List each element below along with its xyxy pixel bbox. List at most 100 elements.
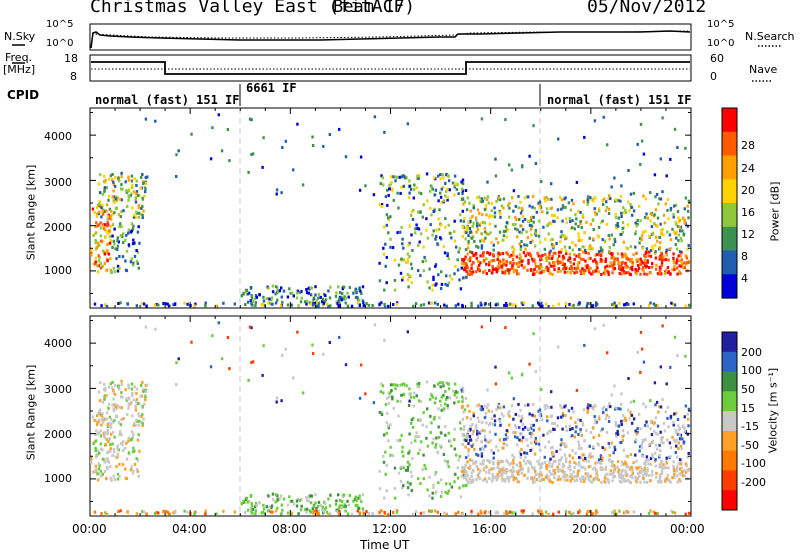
data-cell	[468, 227, 472, 230]
data-cell	[352, 499, 355, 503]
data-cell	[625, 302, 628, 305]
data-cell	[101, 416, 105, 420]
data-cell	[557, 469, 560, 473]
data-cell	[465, 483, 468, 487]
data-cell	[388, 395, 391, 399]
data-cell	[617, 260, 621, 264]
data-cell	[629, 400, 633, 404]
data-cell	[546, 207, 549, 211]
data-cell	[442, 245, 446, 248]
data-cell	[625, 471, 628, 475]
data-cell	[512, 458, 515, 462]
data-cell	[619, 407, 622, 411]
data-cell	[498, 252, 501, 256]
data-cell	[112, 201, 116, 205]
data-cell	[534, 265, 538, 269]
data-cell	[642, 477, 645, 480]
data-cell	[454, 183, 457, 187]
data-cell	[137, 412, 140, 416]
data-cell	[447, 281, 450, 285]
data-cell	[534, 469, 537, 473]
data-cell	[665, 458, 668, 462]
data-cell	[410, 470, 413, 474]
data-cell	[127, 231, 130, 235]
data-cell	[628, 417, 631, 421]
data-cell	[402, 454, 405, 458]
data-cell	[661, 116, 664, 120]
data-cell	[501, 477, 504, 481]
data-cell	[472, 204, 475, 207]
data-cell	[114, 415, 118, 419]
data-cell	[317, 304, 320, 308]
data-cell	[514, 223, 517, 226]
data-cell	[95, 439, 98, 443]
data-cell	[481, 199, 485, 203]
data-cell	[109, 239, 112, 243]
data-cell	[641, 474, 645, 477]
data-cell	[638, 241, 641, 245]
data-cell	[444, 282, 447, 286]
data-cell	[642, 402, 645, 406]
data-cell	[425, 217, 428, 221]
data-cell	[309, 293, 313, 297]
data-cell	[684, 146, 687, 150]
data-cell	[686, 224, 689, 228]
data-cell	[556, 216, 559, 220]
data-cell	[490, 271, 494, 275]
data-cell	[154, 119, 157, 123]
data-cell	[529, 268, 533, 272]
data-cell	[599, 246, 603, 250]
data-cell	[103, 262, 107, 265]
data-cell	[107, 177, 111, 181]
data-cell	[602, 203, 605, 207]
data-cell	[99, 429, 102, 433]
data-cell	[284, 139, 287, 143]
data-cell	[609, 459, 612, 463]
data-cell	[596, 442, 599, 446]
data-cell	[597, 225, 601, 229]
data-cell	[454, 512, 457, 516]
data-cell	[599, 221, 603, 225]
data-cell	[533, 466, 536, 470]
data-cell	[538, 202, 542, 206]
data-cell	[135, 512, 139, 516]
data-cell	[671, 302, 675, 306]
data-cell	[453, 393, 456, 397]
data-cell	[261, 302, 264, 306]
data-cell	[98, 256, 101, 260]
data-cell	[430, 393, 433, 397]
data-cell	[246, 508, 250, 512]
data-cell	[315, 304, 319, 308]
data-cell	[110, 417, 113, 421]
data-cell	[466, 474, 469, 478]
data-cell	[509, 261, 512, 265]
data-cell	[505, 443, 508, 447]
data-cell	[594, 304, 598, 307]
data-cell	[527, 219, 530, 223]
data-cell	[622, 448, 625, 452]
data-cell	[470, 251, 474, 255]
data-cell	[561, 465, 564, 469]
data-cell	[548, 221, 551, 225]
data-cell	[653, 243, 657, 247]
data-cell	[141, 424, 144, 428]
data-cell	[91, 415, 95, 419]
nave-tick-bottom: 0	[710, 70, 717, 83]
data-cell	[599, 429, 603, 433]
data-cell	[393, 486, 397, 490]
data-cell	[106, 217, 109, 220]
data-cell	[430, 185, 433, 189]
data-cell	[103, 388, 107, 392]
data-cell	[120, 391, 123, 395]
data-cell	[413, 183, 416, 187]
data-cell	[511, 453, 514, 457]
data-cell	[575, 254, 578, 258]
data-cell	[661, 190, 664, 194]
data-cell	[402, 276, 405, 280]
data-cell	[628, 209, 631, 213]
data-cell	[514, 204, 517, 208]
data-cell	[642, 152, 646, 156]
data-cell	[667, 425, 670, 429]
data-cell	[107, 440, 110, 444]
cpid-segment-3: normal (fast) 151 IF	[547, 93, 692, 107]
